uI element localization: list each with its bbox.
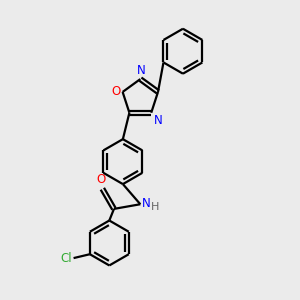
Text: N: N xyxy=(137,64,146,77)
Text: Cl: Cl xyxy=(60,252,72,265)
Text: N: N xyxy=(154,114,163,127)
Text: N: N xyxy=(142,197,151,210)
Text: H: H xyxy=(151,202,159,212)
Text: O: O xyxy=(96,173,105,186)
Text: O: O xyxy=(111,85,120,98)
